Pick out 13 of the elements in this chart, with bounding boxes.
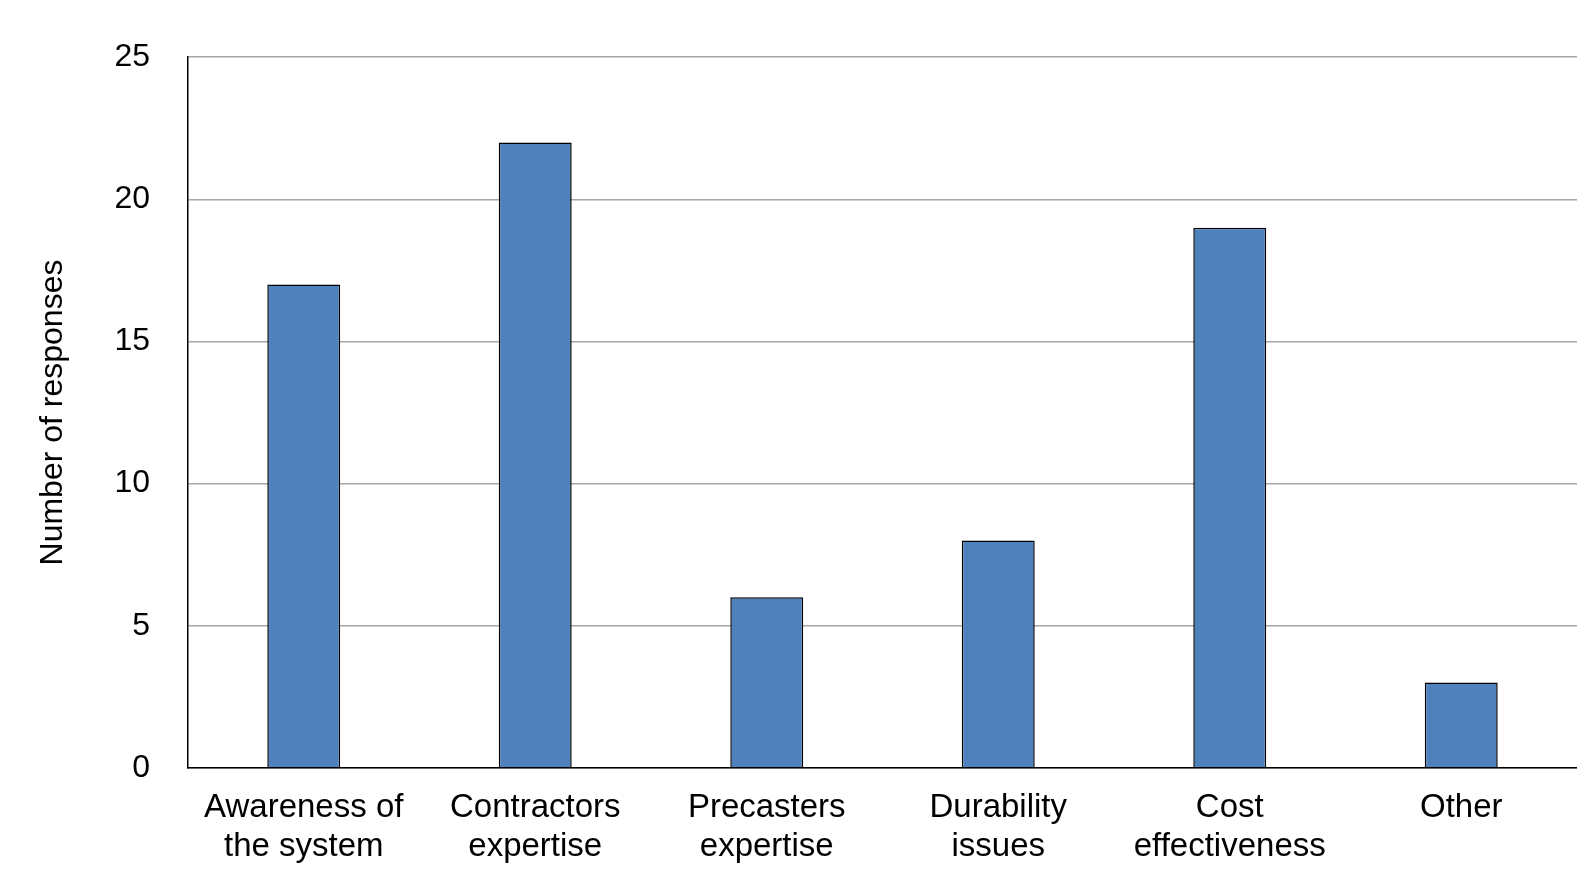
- x-tick-label: Precasters expertise: [687, 786, 846, 864]
- y-tick-label: 5: [132, 605, 150, 642]
- x-tick-label: Cost effectiveness: [1133, 786, 1326, 864]
- y-tick-label: 25: [114, 37, 150, 74]
- x-tick-label: Awareness of the system: [204, 786, 405, 864]
- x-tick-label: Contractors expertise: [449, 786, 621, 864]
- y-tick-label: 10: [114, 463, 150, 500]
- y-tick-label: 20: [114, 179, 150, 216]
- y-tick-label: 15: [114, 321, 150, 358]
- y-tick-label: 0: [132, 747, 150, 784]
- y-axis-title: Number of responses: [33, 259, 70, 566]
- x-tick-label: Durability issues: [929, 786, 1068, 864]
- x-tick-label: Other: [1419, 786, 1503, 824]
